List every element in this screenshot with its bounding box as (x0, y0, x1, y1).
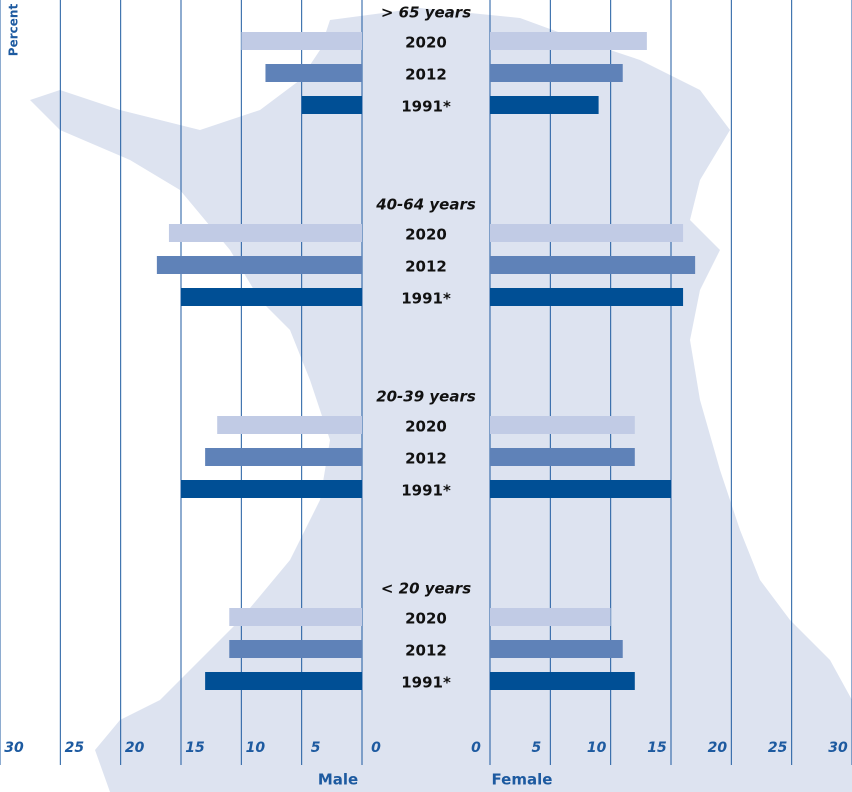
male-bar (205, 672, 362, 690)
year-label: 2020 (405, 226, 447, 244)
female-bar (490, 64, 623, 82)
male-bar (181, 288, 362, 306)
male-bar (181, 480, 362, 498)
male-bar (265, 64, 362, 82)
x-tick-label: 10 (587, 740, 607, 756)
male-bar (205, 448, 362, 466)
x-tick-label: 5 (311, 740, 321, 756)
male-bar (301, 96, 362, 114)
female-bar (490, 256, 696, 274)
female-bar (490, 608, 611, 626)
female-bar (490, 96, 599, 114)
year-label: 1991* (401, 674, 451, 692)
male-label: Male (318, 771, 358, 789)
female-bar (490, 480, 671, 498)
male-bar (229, 608, 362, 626)
group-label: < 20 years (381, 580, 471, 598)
male-bar (229, 640, 362, 658)
male-bar (156, 256, 362, 274)
female-bar (490, 224, 684, 242)
male-bar (241, 32, 362, 50)
y-axis-label: Percent (7, 4, 21, 57)
map-background (30, 8, 852, 792)
x-tick-label: 20 (708, 740, 728, 756)
female-bar (490, 448, 635, 466)
group-label: 40-64 years (375, 196, 476, 214)
year-label: 1991* (401, 290, 451, 308)
year-label: 2020 (405, 610, 447, 628)
group-label: > 65 years (381, 4, 471, 22)
x-tick-label: 30 (4, 740, 24, 756)
x-tick-label: 5 (531, 740, 541, 756)
x-tick-label: 15 (647, 740, 667, 756)
year-label: 2012 (405, 642, 447, 660)
year-label: 2012 (405, 450, 447, 468)
x-tick-label: 10 (246, 740, 266, 756)
year-label: 2020 (405, 418, 447, 436)
year-label: 1991* (401, 98, 451, 116)
year-label: 2012 (405, 66, 447, 84)
year-label: 2020 (405, 34, 447, 52)
x-tick-label: 30 (828, 740, 848, 756)
female-bar (490, 640, 623, 658)
female-bar (490, 672, 635, 690)
x-tick-label: 20 (125, 740, 145, 756)
x-tick-label: 0 (471, 740, 481, 756)
female-bar (490, 32, 647, 50)
x-tick-label: 15 (185, 740, 205, 756)
x-tick-label: 25 (768, 740, 788, 756)
male-bar (217, 416, 362, 434)
group-label: 20-39 years (376, 388, 476, 406)
year-label: 2012 (405, 258, 447, 276)
year-label: 1991* (401, 482, 451, 500)
male-bar (168, 224, 362, 242)
x-tick-label: 0 (371, 740, 381, 756)
female-bar (490, 288, 684, 306)
female-bar (490, 416, 635, 434)
female-label: Female (492, 771, 553, 789)
x-tick-label: 25 (65, 740, 85, 756)
